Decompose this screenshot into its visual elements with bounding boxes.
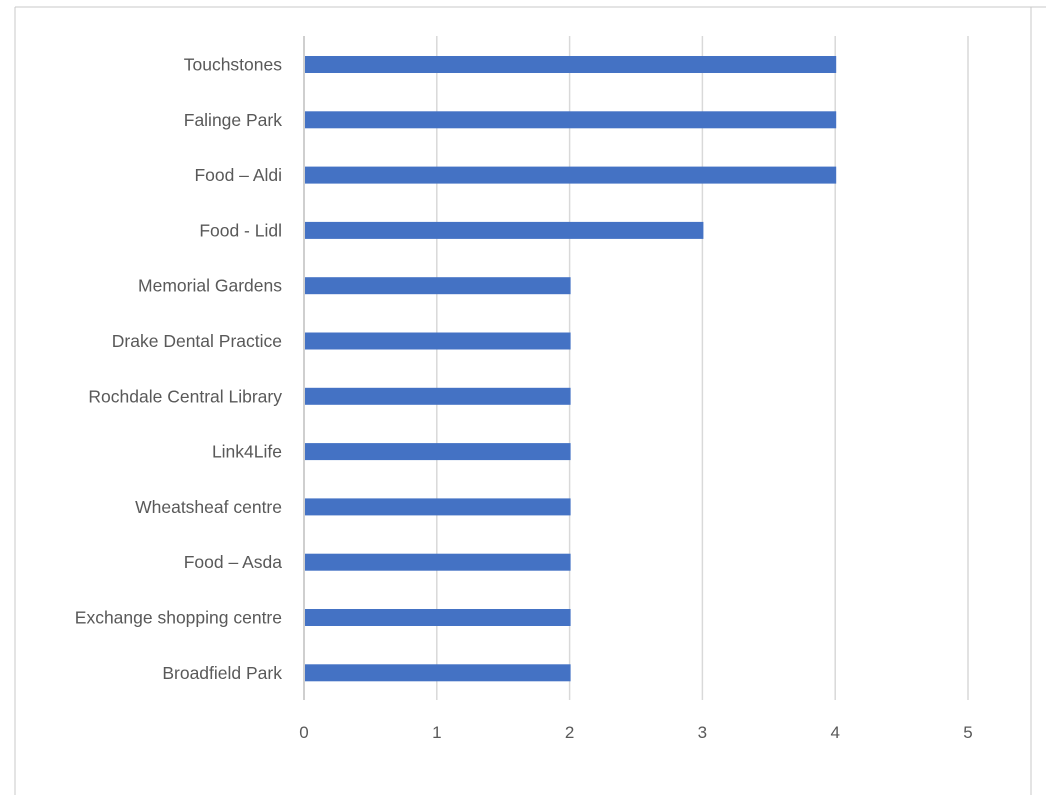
category-label: Link4Life [212,442,282,462]
x-tick-label: 5 [963,723,972,742]
category-label: Rochdale Central Library [88,386,282,406]
bar-7 [305,387,571,405]
bar-4 [305,221,704,239]
bar-11 [305,609,571,626]
bar-2 [305,111,837,129]
category-label: Exchange shopping centre [75,608,282,628]
x-tick-label: 0 [299,723,308,742]
category-label: Falinge Park [184,110,282,130]
category-label: Food - Lidl [199,220,282,240]
gridlines [303,36,969,700]
x-tick-label: 4 [830,723,839,742]
bar-10 [305,553,571,571]
category-label: Food – Asda [184,552,283,572]
bar-5 [305,277,571,295]
x-tick-label: 1 [432,723,441,742]
x-tick-label: 3 [698,723,707,742]
category-label: Wheatsheaf centre [135,497,282,517]
category-label: Food – Aldi [194,165,282,185]
bar-3 [305,166,837,184]
bar-6 [305,332,571,350]
bars [305,56,837,682]
category-label: Drake Dental Practice [112,331,282,351]
category-label: Touchstones [184,55,283,75]
bar-12 [305,664,571,682]
category-label: Memorial Gardens [138,276,282,296]
x-tick-label: 2 [565,723,574,742]
bar-9 [305,498,571,516]
x-axis-tick-labels: 0 1 2 3 4 5 [299,723,972,742]
bar-8 [305,443,571,461]
category-labels: Touchstones Falinge Park Food – Aldi Food -… [75,55,282,683]
chart-border [14,6,1046,795]
category-label: Broadfield Park [162,663,282,683]
bar-1 [305,56,837,73]
